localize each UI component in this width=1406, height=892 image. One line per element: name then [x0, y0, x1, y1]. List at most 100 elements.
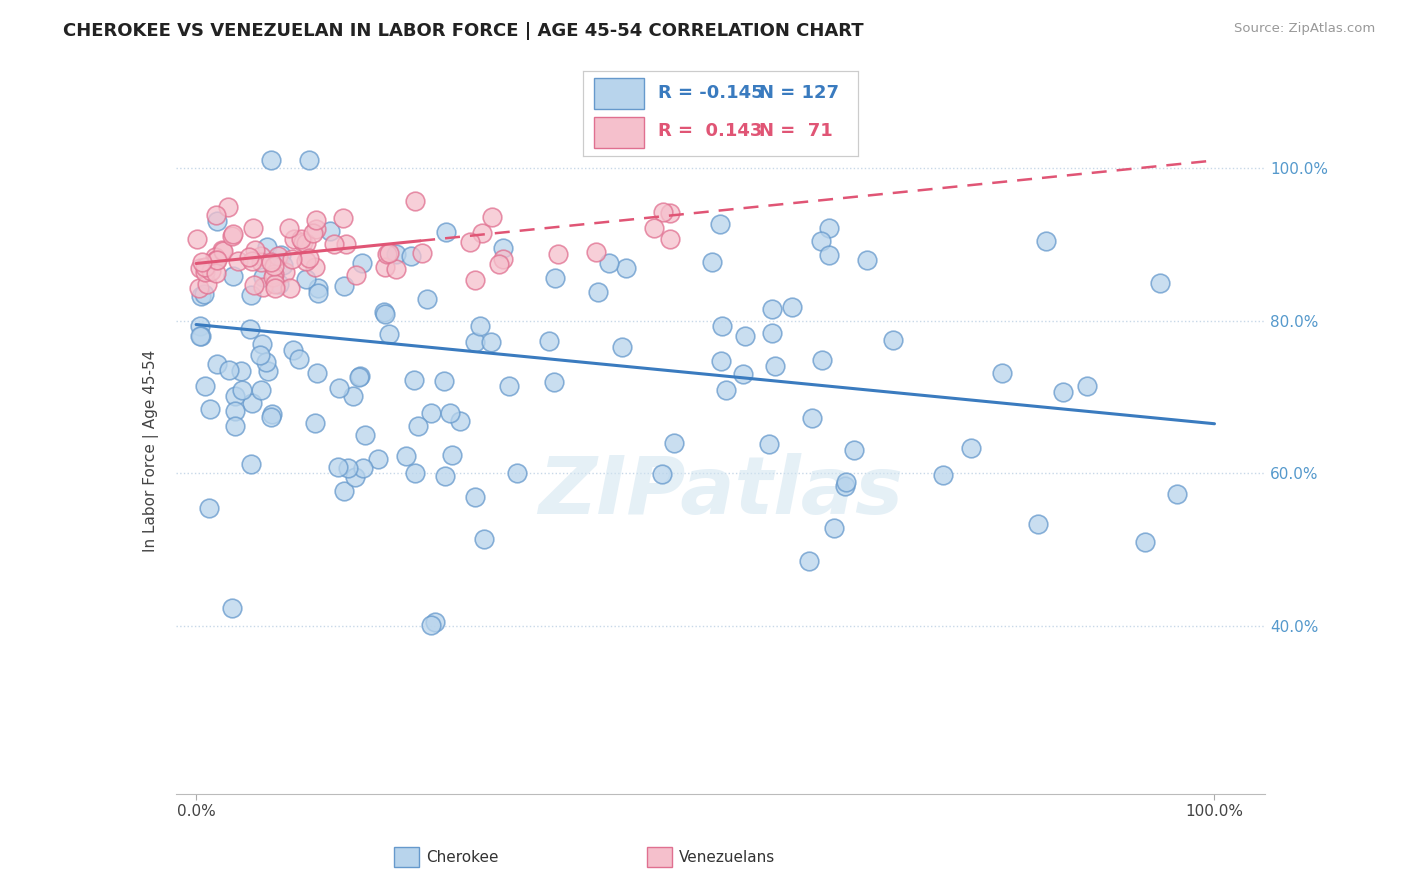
Point	[377, 247, 399, 261]
Point	[205, 214, 228, 228]
Point	[194, 379, 217, 393]
Point	[367, 452, 389, 467]
Point	[352, 256, 374, 270]
Point	[305, 213, 328, 227]
Point	[761, 301, 783, 316]
Point	[186, 231, 208, 245]
Point	[302, 227, 325, 241]
Point	[195, 277, 218, 292]
Point	[304, 260, 326, 274]
Point	[991, 366, 1014, 380]
Point	[855, 252, 877, 267]
Point	[337, 461, 360, 475]
Point	[354, 427, 377, 442]
Point	[252, 280, 274, 294]
Point	[307, 366, 329, 380]
Point	[295, 254, 318, 268]
Point	[835, 475, 858, 489]
Point	[586, 285, 609, 299]
Point	[190, 289, 212, 303]
Point	[200, 401, 222, 416]
Point	[205, 252, 228, 267]
Point	[547, 246, 569, 260]
Point	[374, 260, 396, 274]
Point	[960, 442, 983, 456]
Point	[585, 244, 607, 259]
Point	[262, 270, 284, 285]
Point	[290, 232, 312, 246]
Point	[274, 265, 297, 279]
Point	[761, 326, 783, 341]
Point	[242, 221, 264, 235]
Point	[281, 343, 304, 358]
Point	[404, 466, 426, 480]
Point	[799, 554, 821, 568]
Point	[441, 449, 464, 463]
Point	[188, 328, 211, 343]
Point	[842, 443, 865, 458]
Point	[204, 209, 226, 223]
Point	[267, 249, 290, 263]
Point	[278, 281, 301, 295]
Point	[283, 232, 305, 246]
Point	[188, 319, 211, 334]
Point	[222, 227, 245, 242]
Point	[464, 335, 486, 350]
Point	[257, 364, 280, 378]
Point	[823, 521, 845, 535]
Point	[385, 262, 408, 277]
Point	[506, 466, 529, 480]
Point	[298, 153, 321, 168]
Point	[187, 281, 209, 295]
Point	[218, 363, 240, 377]
Point	[817, 248, 839, 262]
Point	[882, 333, 904, 347]
Y-axis label: In Labor Force | Age 45-54: In Labor Force | Age 45-54	[143, 350, 159, 551]
Point	[188, 260, 211, 275]
Point	[543, 376, 565, 390]
Point	[260, 153, 283, 168]
Point	[1052, 384, 1074, 399]
Point	[249, 384, 271, 398]
Point	[294, 271, 316, 285]
Point	[242, 277, 264, 292]
Point	[204, 266, 226, 280]
Point	[243, 244, 266, 258]
Point	[716, 383, 738, 397]
Point	[652, 205, 675, 219]
Point	[1166, 487, 1188, 501]
Point	[333, 279, 356, 293]
Point	[374, 306, 396, 320]
Point	[404, 373, 426, 387]
Point	[291, 235, 314, 249]
Point	[204, 250, 226, 264]
Point	[651, 467, 673, 481]
Bar	[595, 117, 644, 147]
Point	[711, 319, 734, 334]
Point	[271, 258, 294, 272]
Point	[658, 206, 681, 220]
Point	[800, 410, 823, 425]
Point	[250, 337, 273, 351]
Point	[260, 409, 283, 424]
Point	[404, 194, 426, 208]
Point	[342, 389, 364, 403]
Point	[731, 367, 754, 381]
Point	[385, 246, 408, 260]
Point	[278, 221, 301, 235]
Point	[260, 407, 283, 421]
Point	[449, 414, 471, 428]
Point	[434, 225, 457, 239]
Point	[211, 243, 233, 257]
Point	[811, 353, 834, 368]
Text: R = -0.145: R = -0.145	[658, 84, 763, 102]
Point	[263, 267, 285, 281]
Point	[347, 369, 370, 384]
Point	[222, 269, 245, 284]
Point	[239, 322, 262, 336]
Point	[598, 256, 620, 270]
Point	[373, 305, 395, 319]
Point	[224, 403, 246, 417]
Point	[433, 374, 456, 388]
Point	[543, 271, 565, 285]
